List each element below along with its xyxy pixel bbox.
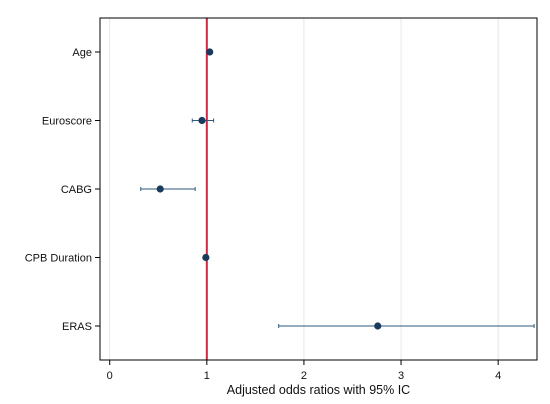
estimate-point [202, 253, 210, 262]
estimate-point [206, 48, 214, 56]
row-group [206, 48, 214, 56]
x-tick-label: 1 [204, 370, 210, 382]
marks-layer [140, 48, 535, 330]
x-tick-label: 2 [301, 370, 307, 382]
axes-layer: Age Euroscore CABG CPB Duration ERAS 0 1 2 3 4 [25, 17, 538, 382]
x-tick-label: 4 [495, 370, 501, 382]
x-axis-label: Adjusted odds ratios with 95% IC [227, 383, 410, 397]
row-group [202, 253, 210, 262]
y-tick-label: CPB Duration [25, 253, 92, 265]
x-tick-label: 0 [107, 370, 113, 382]
estimate-point [374, 322, 382, 330]
x-tick-label: 3 [398, 370, 404, 382]
y-tick-label: Age [72, 47, 92, 59]
row-group [278, 322, 535, 330]
y-tick-label: ERAS [62, 321, 92, 333]
row-group [191, 116, 215, 125]
y-tick-label: CABG [61, 184, 92, 196]
y-tick-label: Euroscore [42, 116, 92, 128]
plot-frame [99, 17, 538, 361]
estimate-point [156, 185, 164, 193]
row-group [140, 185, 196, 193]
estimate-point [198, 116, 206, 125]
